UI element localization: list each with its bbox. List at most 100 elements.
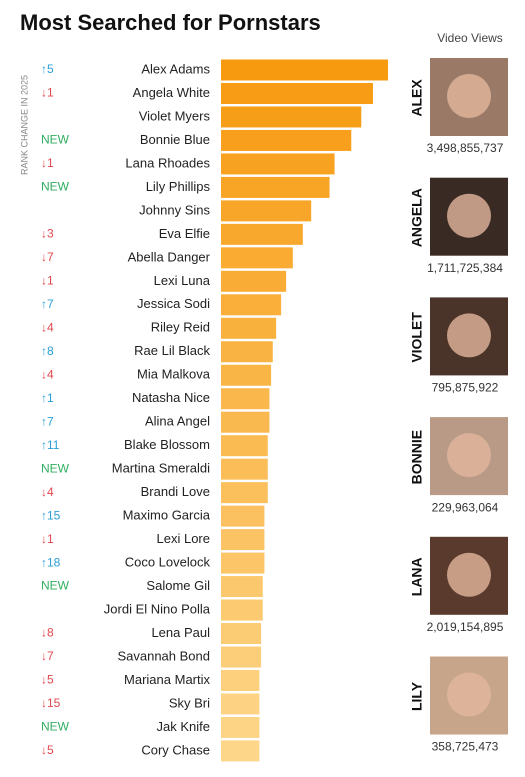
bar — [221, 200, 312, 222]
bar — [221, 646, 262, 668]
featured-name: ANGELA — [409, 188, 425, 247]
rank-change: ↓1 — [41, 273, 54, 287]
category-label: Savannah Bond — [117, 648, 210, 663]
category-label: Abella Danger — [128, 249, 211, 264]
rank-change: ↓4 — [41, 320, 54, 334]
rank-change: NEW — [41, 461, 70, 475]
category-label: Cory Chase — [141, 742, 210, 757]
bar — [221, 106, 362, 128]
rank-change: ↑1 — [41, 391, 54, 405]
portrait-face — [447, 193, 491, 238]
rank-change: ↓5 — [41, 673, 54, 687]
category-label: Alex Adams — [141, 61, 210, 76]
bar — [221, 364, 272, 386]
bar — [221, 247, 293, 269]
category-label: Rae Lil Black — [134, 343, 210, 358]
category-label: Jessica Sodi — [137, 296, 210, 311]
bar — [221, 294, 282, 316]
featured-views: 358,725,473 — [432, 740, 499, 754]
chart-title: Most Searched for Pornstars — [20, 10, 321, 35]
rank-change: ↓15 — [41, 696, 61, 710]
rank-change: ↑18 — [41, 555, 61, 569]
bar — [221, 129, 352, 151]
rank-change: ↑7 — [41, 414, 54, 428]
category-label: Brandi Love — [141, 484, 210, 499]
bar — [221, 176, 330, 198]
bar — [221, 388, 270, 410]
category-label: Sky Bri — [169, 695, 210, 710]
category-label: Jak Knife — [157, 719, 210, 734]
portrait-face — [447, 672, 491, 717]
portrait-face — [447, 313, 491, 358]
bar — [221, 482, 268, 504]
portrait-face — [447, 552, 491, 597]
featured-name: ALEX — [409, 79, 425, 117]
category-label: Natasha Nice — [132, 390, 210, 405]
category-label: Violet Myers — [139, 108, 211, 123]
category-label: Alina Angel — [145, 414, 210, 429]
bar — [221, 505, 265, 527]
featured-name: LILY — [409, 681, 425, 711]
bar — [221, 623, 262, 645]
bar — [221, 529, 265, 551]
category-label: Mariana Martix — [124, 672, 210, 687]
rank-change: NEW — [41, 180, 70, 194]
rank-change: ↑5 — [41, 62, 54, 76]
bar — [221, 716, 260, 738]
bar — [221, 341, 273, 363]
featured-name: LANA — [409, 557, 425, 596]
category-label: Lena Paul — [151, 625, 210, 640]
category-label: Lexi Lore — [157, 531, 210, 546]
bar — [221, 153, 335, 175]
bar — [221, 82, 373, 104]
bar — [221, 411, 270, 433]
bar — [221, 435, 268, 457]
bar — [221, 693, 260, 715]
featured-views: 795,875,922 — [432, 381, 499, 395]
featured-views: 3,498,855,737 — [427, 141, 504, 155]
portrait-face — [447, 433, 491, 478]
category-label: Martina Smeraldi — [112, 461, 210, 476]
category-label: Lana Rhoades — [125, 155, 210, 170]
category-label: Mia Malkova — [137, 367, 211, 382]
featured-name: VIOLET — [409, 312, 425, 363]
rank-axis-label: RANK CHANGE IN 2025 — [19, 75, 29, 175]
rank-change: ↓7 — [41, 649, 54, 663]
category-label: Blake Blossom — [124, 437, 210, 452]
rank-change: ↓7 — [41, 250, 54, 264]
rank-change: ↓5 — [41, 743, 54, 757]
rank-change: NEW — [41, 579, 70, 593]
portrait-face — [447, 74, 491, 118]
bar — [221, 669, 260, 691]
rank-change: ↓4 — [41, 485, 54, 499]
category-label: Riley Reid — [151, 320, 210, 335]
bar — [221, 223, 303, 245]
featured-views: 1,711,725,384 — [427, 261, 503, 275]
bar — [221, 270, 287, 292]
category-label: Salome Gil — [146, 578, 210, 593]
rank-change: ↑11 — [41, 438, 60, 452]
bar — [221, 458, 268, 480]
bar — [221, 59, 388, 81]
views-header: Video Views — [437, 31, 503, 45]
rank-change: NEW — [41, 133, 70, 147]
category-label: Eva Elfie — [159, 226, 210, 241]
featured-views: 2,019,154,895 — [427, 620, 504, 634]
rank-change: NEW — [41, 720, 70, 734]
rank-change: ↑15 — [41, 508, 61, 522]
category-label: Bonnie Blue — [140, 132, 210, 147]
rank-change: ↓1 — [41, 532, 54, 546]
featured-views: 229,963,064 — [432, 500, 499, 514]
bar — [221, 576, 263, 598]
featured-name: BONNIE — [409, 430, 425, 484]
rank-change: ↓8 — [41, 626, 54, 640]
rank-change: ↓4 — [41, 367, 54, 381]
category-label: Lily Phillips — [146, 179, 211, 194]
bar — [221, 740, 260, 762]
category-label: Jordi El Nino Polla — [104, 601, 211, 616]
bar — [221, 599, 263, 621]
rank-change: ↑8 — [41, 344, 54, 358]
category-label: Coco Lovelock — [125, 555, 211, 570]
category-label: Johnny Sins — [139, 202, 210, 217]
